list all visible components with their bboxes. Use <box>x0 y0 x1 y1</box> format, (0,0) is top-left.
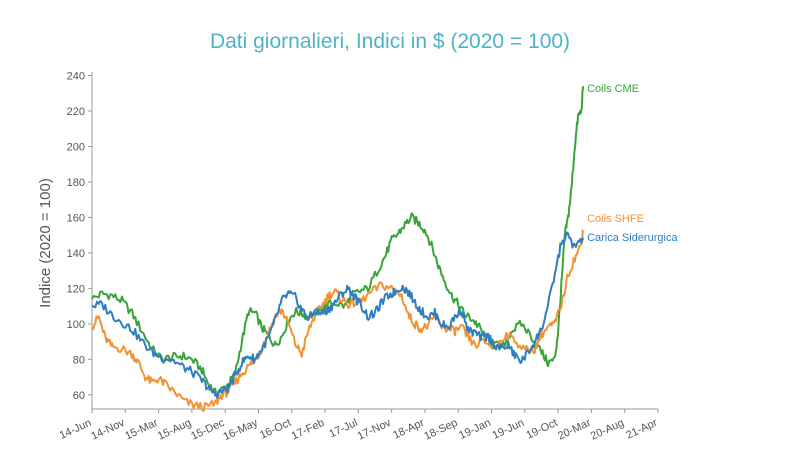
series-labels: Coils CME Coils SHFE Carica Siderurgica <box>587 83 678 244</box>
y-tick-label: 140 <box>67 248 85 260</box>
x-tick-label: 17-Nov <box>356 417 394 443</box>
x-tick-label: 15-Mar <box>123 417 160 443</box>
series-label-2: Carica Siderurgica <box>587 232 678 244</box>
y-tick-label: 180 <box>67 177 85 189</box>
x-tick-label: 21-Apr <box>624 417 659 442</box>
series-line-1 <box>91 229 584 413</box>
x-tick-label: 18-Apr <box>391 417 426 442</box>
series-label-0: Coils CME <box>587 83 639 95</box>
x-tick-label: 16-Oct <box>258 417 293 442</box>
axes <box>91 72 658 410</box>
x-tick-label: 18-Sep <box>422 417 459 443</box>
x-tick-label: 19-Jun <box>491 417 527 442</box>
x-axis-ticks: 14-Jun14-Nov15-Mar15-Aug15-Dec16-May16-O… <box>58 409 660 443</box>
y-tick-label: 240 <box>67 71 85 83</box>
x-tick-label: 15-Dec <box>189 417 227 443</box>
x-tick-label: 20-Aug <box>589 417 626 443</box>
y-axis-ticks: 60 80 100 120 140 160 180 200 220 240 <box>67 71 92 402</box>
x-tick-label: 14-Nov <box>89 417 127 443</box>
x-tick-label: 17-Feb <box>290 417 327 443</box>
y-tick-label: 120 <box>67 283 85 295</box>
x-tick-label: 15-Aug <box>156 417 193 443</box>
x-tick-label: 16-May <box>221 417 260 444</box>
y-tick-label: 80 <box>73 354 85 366</box>
y-tick-label: 100 <box>67 319 85 331</box>
x-tick-label: 17-Jul <box>327 417 359 441</box>
y-tick-label: 200 <box>67 141 85 153</box>
x-tick-label: 14-Jun <box>58 417 94 442</box>
series-label-1: Coils SHFE <box>587 213 644 225</box>
y-tick-label: 160 <box>67 212 85 224</box>
x-tick-label: 19-Jan <box>457 417 493 442</box>
x-tick-label: 20-Mar <box>556 417 593 443</box>
x-tick-label: 19-Oct <box>524 417 559 442</box>
y-tick-label: 220 <box>67 106 85 118</box>
y-axis-label: Indice (2020 = 100) <box>37 178 54 308</box>
series-line-2 <box>91 231 584 399</box>
chart-title: Dati giornalieri, Indici in $ (2020 = 10… <box>210 30 570 53</box>
series-lines <box>91 86 585 413</box>
y-tick-label: 60 <box>73 390 85 402</box>
